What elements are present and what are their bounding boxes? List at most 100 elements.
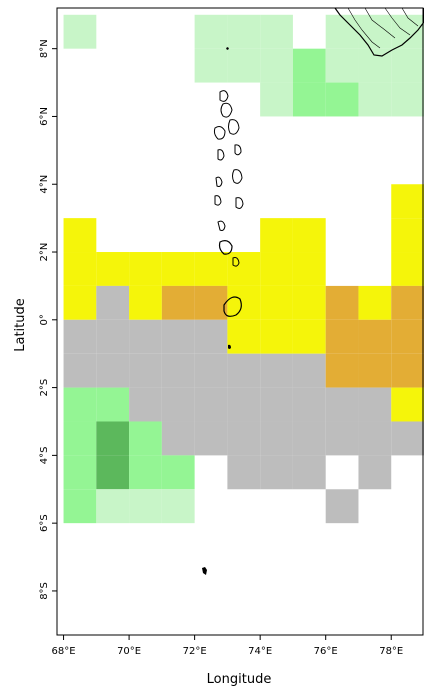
grid-cell xyxy=(63,387,97,422)
grid-cell xyxy=(161,455,195,490)
map-frame xyxy=(56,7,424,636)
y-tick-label: 6°N xyxy=(39,107,50,126)
grid-cell xyxy=(292,285,326,320)
grid-cell xyxy=(161,421,195,456)
grid-cell xyxy=(325,285,359,320)
grid-cell xyxy=(358,319,392,354)
y-tick-label: 8°N xyxy=(39,39,50,58)
grid-cell xyxy=(194,353,228,388)
grid-cell xyxy=(292,353,326,388)
grid-cell xyxy=(227,285,261,320)
grid-cell xyxy=(227,455,261,490)
grid-cell xyxy=(129,252,162,286)
x-tick-label: 68°E xyxy=(52,646,76,657)
y-tick-label: 4°S xyxy=(39,447,50,465)
y-tick-label: 6°S xyxy=(39,514,50,532)
grid-cell xyxy=(292,48,326,83)
grid-cell xyxy=(292,455,326,490)
y-tick-label: 2°S xyxy=(39,379,50,397)
x-tick-label: 78°E xyxy=(379,646,403,657)
chagos-island xyxy=(202,567,207,575)
y-tick-label: 4°N xyxy=(39,175,50,194)
grid-cell xyxy=(391,14,424,49)
grid-cell xyxy=(96,319,130,354)
grid-cell xyxy=(260,421,293,456)
grid-cell xyxy=(63,489,97,524)
grid-cell xyxy=(96,387,130,422)
grid-cell xyxy=(63,252,97,286)
y-tick-label: 0° xyxy=(39,314,50,325)
grid-cell xyxy=(358,387,392,422)
landmass-layer xyxy=(202,7,424,575)
grid-cell xyxy=(358,82,392,117)
grid-cell xyxy=(129,421,162,456)
grid-cell xyxy=(96,489,130,524)
grid-cell xyxy=(227,421,261,456)
grid-cell xyxy=(292,319,326,354)
grid-cell xyxy=(161,353,195,388)
plot-frame xyxy=(56,7,424,636)
maldives-atoll-3 xyxy=(220,102,233,118)
maldives-atoll-9 xyxy=(232,169,243,184)
grid-cell xyxy=(391,48,424,83)
grid-cell xyxy=(391,421,424,456)
grid-cell xyxy=(260,252,293,286)
grid-cell xyxy=(129,489,162,524)
maldives-atoll-10 xyxy=(214,195,222,206)
maldives-atoll-15 xyxy=(223,296,242,317)
grid-cell xyxy=(63,319,97,354)
grid-cell xyxy=(194,14,228,49)
grid-cell xyxy=(161,489,195,524)
grid-cell xyxy=(227,353,261,388)
grid-cell xyxy=(260,387,293,422)
grid-cell xyxy=(325,489,359,524)
grid-cell xyxy=(325,14,359,49)
grid-cell xyxy=(358,421,392,456)
grid-cell xyxy=(260,285,293,320)
grid-cell xyxy=(194,48,228,83)
grid-cell xyxy=(325,387,359,422)
grid-cell xyxy=(96,421,130,456)
maldives-atoll-7 xyxy=(234,144,242,156)
grid-cells-layer xyxy=(63,14,424,524)
grid-cell xyxy=(391,184,424,219)
grid-cell xyxy=(96,455,130,490)
maldives-atoll-16 xyxy=(228,344,231,349)
maldives-atoll-14 xyxy=(232,257,240,267)
grid-cell xyxy=(260,14,293,49)
grid-cell xyxy=(325,48,359,83)
india-inland-borders xyxy=(347,7,419,49)
maldives-atoll-4 xyxy=(213,126,226,140)
grid-cell xyxy=(227,319,261,354)
grid-cell xyxy=(260,353,293,388)
grid-cell xyxy=(292,387,326,422)
grid-cell xyxy=(129,387,162,422)
grid-cell xyxy=(194,387,228,422)
grid-cell xyxy=(227,14,261,49)
axis-ticks-layer: 68°E 70°E 72°E 74°E 76°E 78°E 8°N 6°N 4°N 2°N 0° 2°… xyxy=(39,39,403,657)
grid-cell xyxy=(358,285,392,320)
grid-cell xyxy=(63,421,97,456)
grid-cell xyxy=(194,421,228,456)
maldives-atoll-6 xyxy=(217,149,225,161)
grid-cell xyxy=(260,319,293,354)
grid-cell xyxy=(194,252,228,286)
grid-cell xyxy=(292,252,326,286)
grid-cell xyxy=(129,353,162,388)
grid-cell xyxy=(194,319,228,354)
grid-cell xyxy=(325,319,359,354)
maldives-atoll-2 xyxy=(219,90,229,102)
grid-cell xyxy=(260,82,293,117)
grid-cell xyxy=(96,353,130,388)
x-tick-label: 74°E xyxy=(248,646,272,657)
maldives-atoll-12 xyxy=(217,220,226,231)
grid-cell xyxy=(292,218,326,253)
x-tick-label: 70°E xyxy=(117,646,141,657)
grid-cell xyxy=(63,218,97,253)
maldives-atoll-5 xyxy=(228,119,240,135)
grid-cell xyxy=(227,387,261,422)
grid-cell xyxy=(391,387,424,422)
grid-cell xyxy=(63,14,97,49)
grid-cell xyxy=(325,353,359,388)
